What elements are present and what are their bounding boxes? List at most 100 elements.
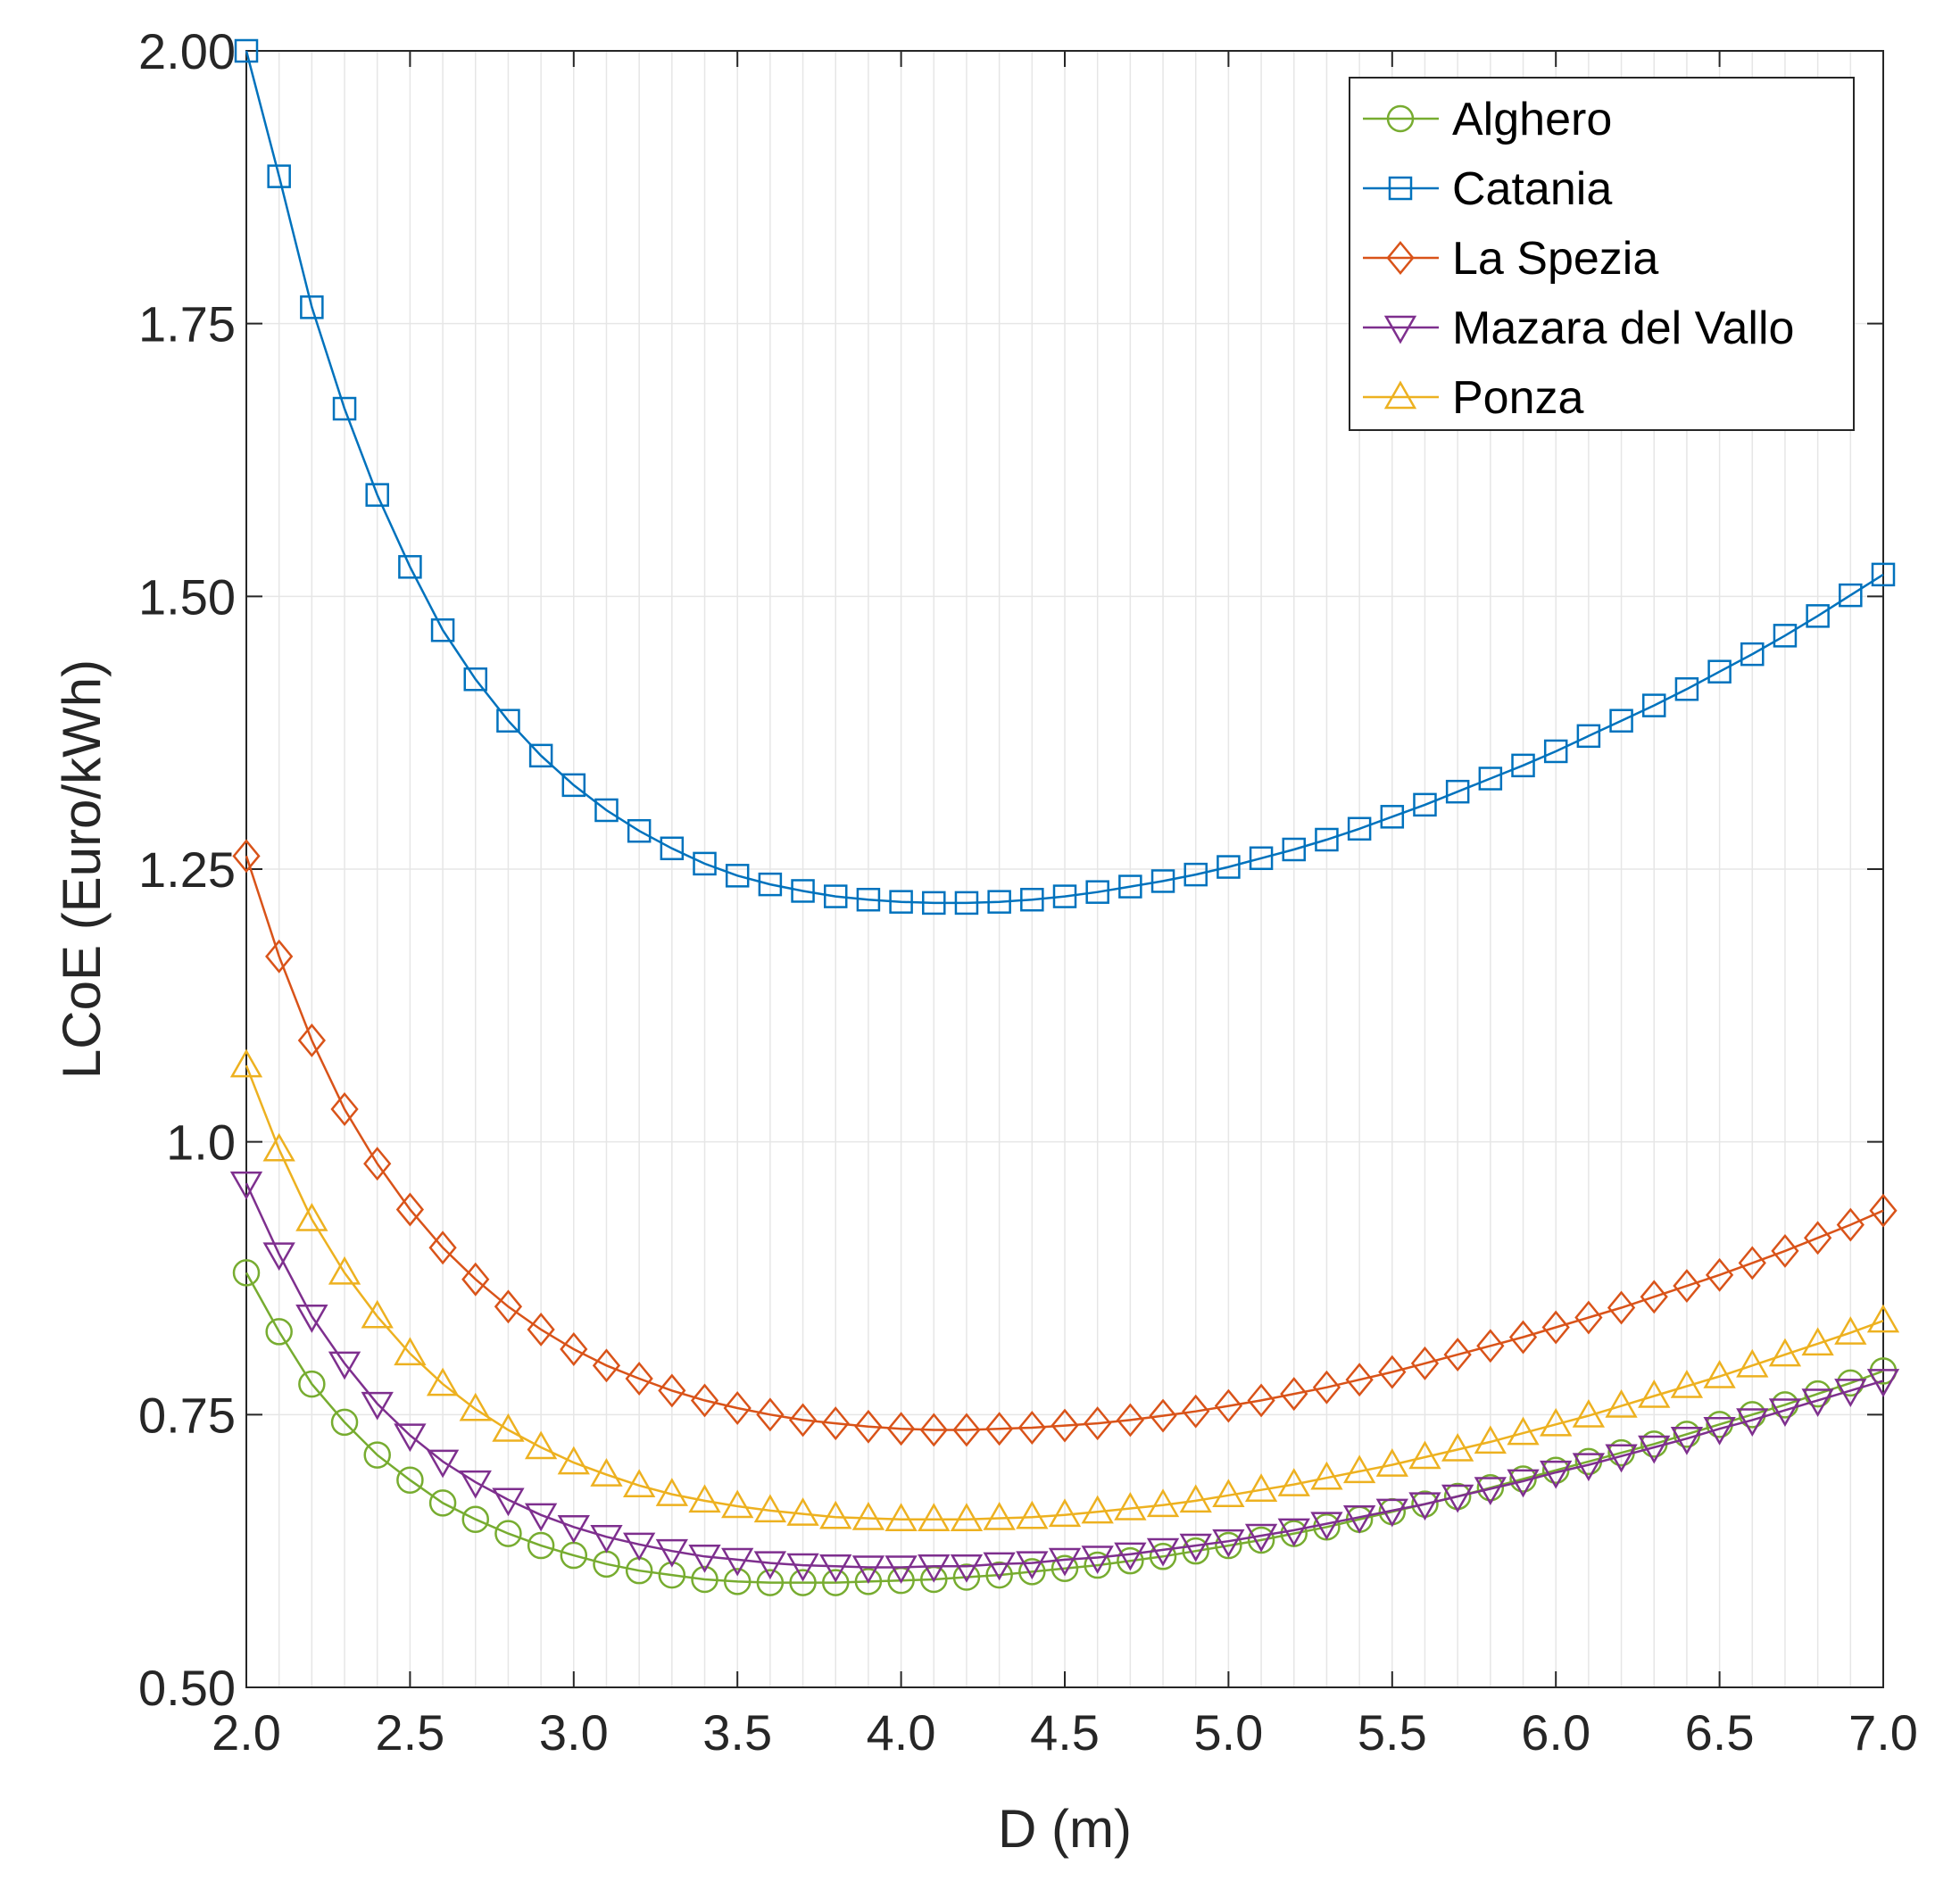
- data-point-catania: [1871, 562, 1896, 587]
- data-point-la-spezia: [1607, 1290, 1636, 1325]
- series-la-spezia: [232, 839, 1898, 1447]
- data-point-la-spezia: [1869, 1193, 1898, 1228]
- data-point-ponza: [1179, 1484, 1212, 1513]
- data-point-ponza: [1834, 1316, 1867, 1345]
- data-point-catania: [791, 879, 815, 903]
- data-point-mazara-del-vallo: [1834, 1379, 1867, 1407]
- data-point-catania: [267, 164, 291, 188]
- data-point-mazara-del-vallo: [262, 1242, 295, 1272]
- data-point-ponza: [1507, 1416, 1540, 1446]
- data-point-alghero: [658, 1561, 686, 1589]
- data-point-alghero: [756, 1569, 785, 1596]
- data-point-la-spezia: [1345, 1363, 1374, 1397]
- data-point-ponza: [426, 1367, 460, 1396]
- data-point-la-spezia: [1247, 1383, 1275, 1418]
- x-axis-label: D (m): [998, 1799, 1132, 1859]
- data-point-la-spezia: [1280, 1377, 1308, 1412]
- data-point-catania: [1773, 624, 1798, 648]
- data-point-alghero: [854, 1568, 883, 1595]
- legend-label-ponza: Ponza: [1452, 372, 1584, 424]
- data-point-ponza: [655, 1478, 688, 1506]
- legend-marker-catania: [1388, 176, 1413, 201]
- data-point-mazara-del-vallo: [1179, 1533, 1212, 1562]
- data-point-la-spezia: [592, 1348, 621, 1383]
- data-point-ponza: [786, 1497, 819, 1526]
- data-point-la-spezia: [1836, 1207, 1864, 1242]
- data-point-catania: [1413, 792, 1437, 817]
- data-point-la-spezia: [527, 1312, 555, 1347]
- legend-item-catania: Catania: [1363, 163, 1612, 215]
- data-point-ponza: [1736, 1348, 1769, 1378]
- data-point-la-spezia: [1771, 1233, 1799, 1268]
- data-point-mazara-del-vallo: [1016, 1551, 1049, 1580]
- series-catania: [234, 38, 1896, 916]
- y-axis-tick-labels: 0.50 0.75 1.0 1.25 1.50 1.75 2.00: [138, 23, 236, 1716]
- data-point-mazara-del-vallo: [1114, 1542, 1147, 1571]
- data-point-ponza: [1277, 1468, 1310, 1496]
- data-point-alghero: [1215, 1531, 1242, 1560]
- series-line-mazara-del-vallo: [245, 1182, 1884, 1569]
- data-point-la-spezia: [1738, 1246, 1766, 1280]
- y-tick-label: 0.75: [138, 1387, 236, 1443]
- data-point-la-spezia: [428, 1231, 457, 1265]
- data-point-catania: [1543, 739, 1568, 764]
- data-point-catania: [1085, 880, 1109, 904]
- data-point-alghero: [1117, 1546, 1144, 1575]
- data-point-alghero: [821, 1569, 850, 1596]
- data-point-catania: [1020, 887, 1044, 912]
- legend: Alghero Catania La Spezia Mazara del Vallo P…: [1349, 77, 1855, 431]
- data-point-ponza: [1146, 1488, 1180, 1518]
- data-point-mazara-del-vallo: [1474, 1477, 1507, 1505]
- data-point-mazara-del-vallo: [394, 1423, 427, 1453]
- data-point-mazara-del-vallo: [361, 1391, 394, 1421]
- data-point-ponza: [1540, 1407, 1573, 1437]
- data-point-alghero: [461, 1505, 490, 1533]
- data-point-alghero: [265, 1318, 293, 1346]
- data-point-ponza: [1768, 1338, 1802, 1367]
- data-point-ponza: [819, 1500, 852, 1529]
- data-point-la-spezia: [1705, 1257, 1734, 1292]
- data-point-alghero: [1476, 1474, 1505, 1502]
- data-point-ponza: [950, 1503, 984, 1531]
- legend-item-mazara-del-vallo: Mazara del Vallo: [1363, 302, 1794, 354]
- data-point-ponza: [1474, 1425, 1507, 1454]
- x-tick-label: 4.5: [1030, 1704, 1100, 1761]
- data-point-ponza: [1342, 1454, 1376, 1484]
- data-point-la-spezia: [854, 1409, 883, 1444]
- legend-marker-mazara-del-vallo: [1383, 315, 1417, 344]
- x-tick-label: 3.5: [702, 1704, 772, 1761]
- data-point-alghero: [952, 1563, 981, 1591]
- x-tick-label: 3.0: [539, 1704, 609, 1761]
- data-point-la-spezia: [1640, 1280, 1668, 1314]
- data-point-ponza: [394, 1337, 427, 1366]
- data-point-mazara-del-vallo: [1441, 1484, 1474, 1513]
- data-point-alghero: [1182, 1537, 1209, 1565]
- data-point-la-spezia: [886, 1412, 916, 1446]
- data-point-catania: [1839, 583, 1863, 608]
- data-point-mazara-del-vallo: [1768, 1398, 1802, 1427]
- data-point-ponza: [1048, 1498, 1082, 1528]
- data-point-catania: [660, 836, 685, 861]
- data-point-ponza: [328, 1255, 361, 1285]
- legend-label-alghero: Alghero: [1452, 94, 1612, 145]
- x-tick-label: 7.0: [1848, 1704, 1918, 1761]
- data-point-ponza: [1016, 1500, 1049, 1529]
- data-point-la-spezia: [1476, 1329, 1505, 1363]
- data-point-mazara-del-vallo: [1048, 1547, 1082, 1577]
- data-point-mazara-del-vallo: [950, 1554, 984, 1583]
- data-point-catania: [234, 38, 259, 63]
- data-point-catania: [922, 891, 946, 916]
- data-point-ponza: [557, 1446, 590, 1475]
- data-point-mazara-del-vallo: [1310, 1512, 1343, 1541]
- data-point-alghero: [691, 1565, 718, 1594]
- data-point-catania: [1282, 837, 1307, 862]
- data-point-mazara-del-vallo: [983, 1552, 1016, 1581]
- data-point-mazara-del-vallo: [1736, 1408, 1769, 1437]
- data-point-ponza: [590, 1458, 623, 1487]
- data-point-la-spezia: [1443, 1338, 1472, 1372]
- data-point-la-spezia: [265, 939, 294, 974]
- data-point-alghero: [1018, 1558, 1046, 1586]
- data-point-catania: [856, 887, 881, 912]
- data-point-ponza: [1114, 1491, 1147, 1521]
